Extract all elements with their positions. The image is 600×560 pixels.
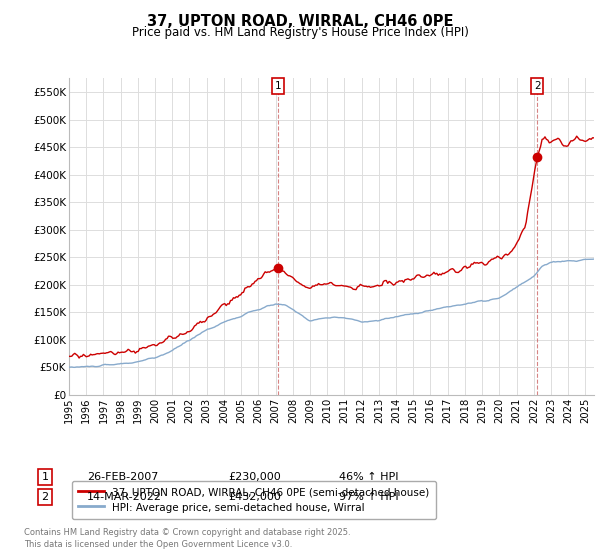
Text: Contains HM Land Registry data © Crown copyright and database right 2025.
This d: Contains HM Land Registry data © Crown c… [24,528,350,549]
Text: 2: 2 [41,492,49,502]
Text: 26-FEB-2007: 26-FEB-2007 [87,472,158,482]
Text: 37, UPTON ROAD, WIRRAL, CH46 0PE: 37, UPTON ROAD, WIRRAL, CH46 0PE [147,14,453,29]
Text: £432,000: £432,000 [228,492,281,502]
Text: 97% ↑ HPI: 97% ↑ HPI [339,492,398,502]
Text: 46% ↑ HPI: 46% ↑ HPI [339,472,398,482]
Text: 14-MAR-2022: 14-MAR-2022 [87,492,162,502]
Text: 1: 1 [41,472,49,482]
Text: 2: 2 [534,81,541,91]
Text: Price paid vs. HM Land Registry's House Price Index (HPI): Price paid vs. HM Land Registry's House … [131,26,469,39]
Text: £230,000: £230,000 [228,472,281,482]
Legend: 37, UPTON ROAD, WIRRAL, CH46 0PE (semi-detached house), HPI: Average price, semi: 37, UPTON ROAD, WIRRAL, CH46 0PE (semi-d… [71,480,436,519]
Text: 1: 1 [275,81,281,91]
